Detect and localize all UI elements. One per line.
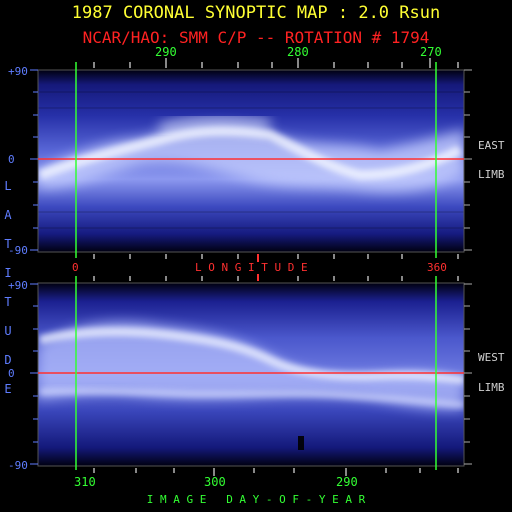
top-lat-label-equator: 0 xyxy=(8,153,15,166)
longitude-start-label: 0 xyxy=(72,261,79,274)
east-label: EAST xyxy=(478,139,505,152)
bottom-axis-ticks xyxy=(93,468,459,476)
longitude-axis-label: L O N G I T U D E xyxy=(195,261,308,274)
map-subtitle: NCAR/HAO: SMM C/P -- ROTATION # 1794 xyxy=(82,28,430,47)
longitude-end-label: 360 xyxy=(427,261,447,274)
top-lat-label-north: +90 xyxy=(8,65,28,78)
top-axis-tick-label: 290 xyxy=(155,45,177,59)
top-lat-label-south: -90 xyxy=(8,244,28,257)
bottom-lat-label-equator: 0 xyxy=(8,367,15,380)
west-limb-label: LIMB xyxy=(478,381,505,394)
top-axis-ticks xyxy=(93,58,459,68)
top-panel-frame xyxy=(37,69,465,253)
bottom-panel-frame xyxy=(37,282,465,467)
bottom-axis-tick-label: 290 xyxy=(336,475,358,489)
latitude-axis-label: LATITUDE xyxy=(4,179,12,396)
top-lat-ticks xyxy=(30,69,38,251)
bottom-map-panel xyxy=(38,283,464,466)
bottom-lat-label-south: -90 xyxy=(8,459,28,472)
bottom-lat-ticks xyxy=(30,283,38,465)
east-limb-label: LIMB xyxy=(478,168,505,181)
bottom-lat-label-north: +90 xyxy=(8,279,28,292)
image-day-of-year-label: I M A G E D A Y - O F - Y E A R xyxy=(146,493,366,506)
bottom-axis-tick-label: 300 xyxy=(204,475,226,489)
top-axis-tick-label: 270 xyxy=(420,45,442,59)
west-label: WEST xyxy=(478,351,505,364)
middle-axis-ticks xyxy=(93,254,459,281)
top-map-panel xyxy=(38,70,464,252)
top-axis-tick-label: 280 xyxy=(287,45,309,59)
bottom-axis-tick-label: 310 xyxy=(74,475,96,489)
right-ticks xyxy=(464,69,472,465)
map-title: 1987 CORONAL SYNOPTIC MAP : 2.0 Rsun xyxy=(71,3,441,23)
